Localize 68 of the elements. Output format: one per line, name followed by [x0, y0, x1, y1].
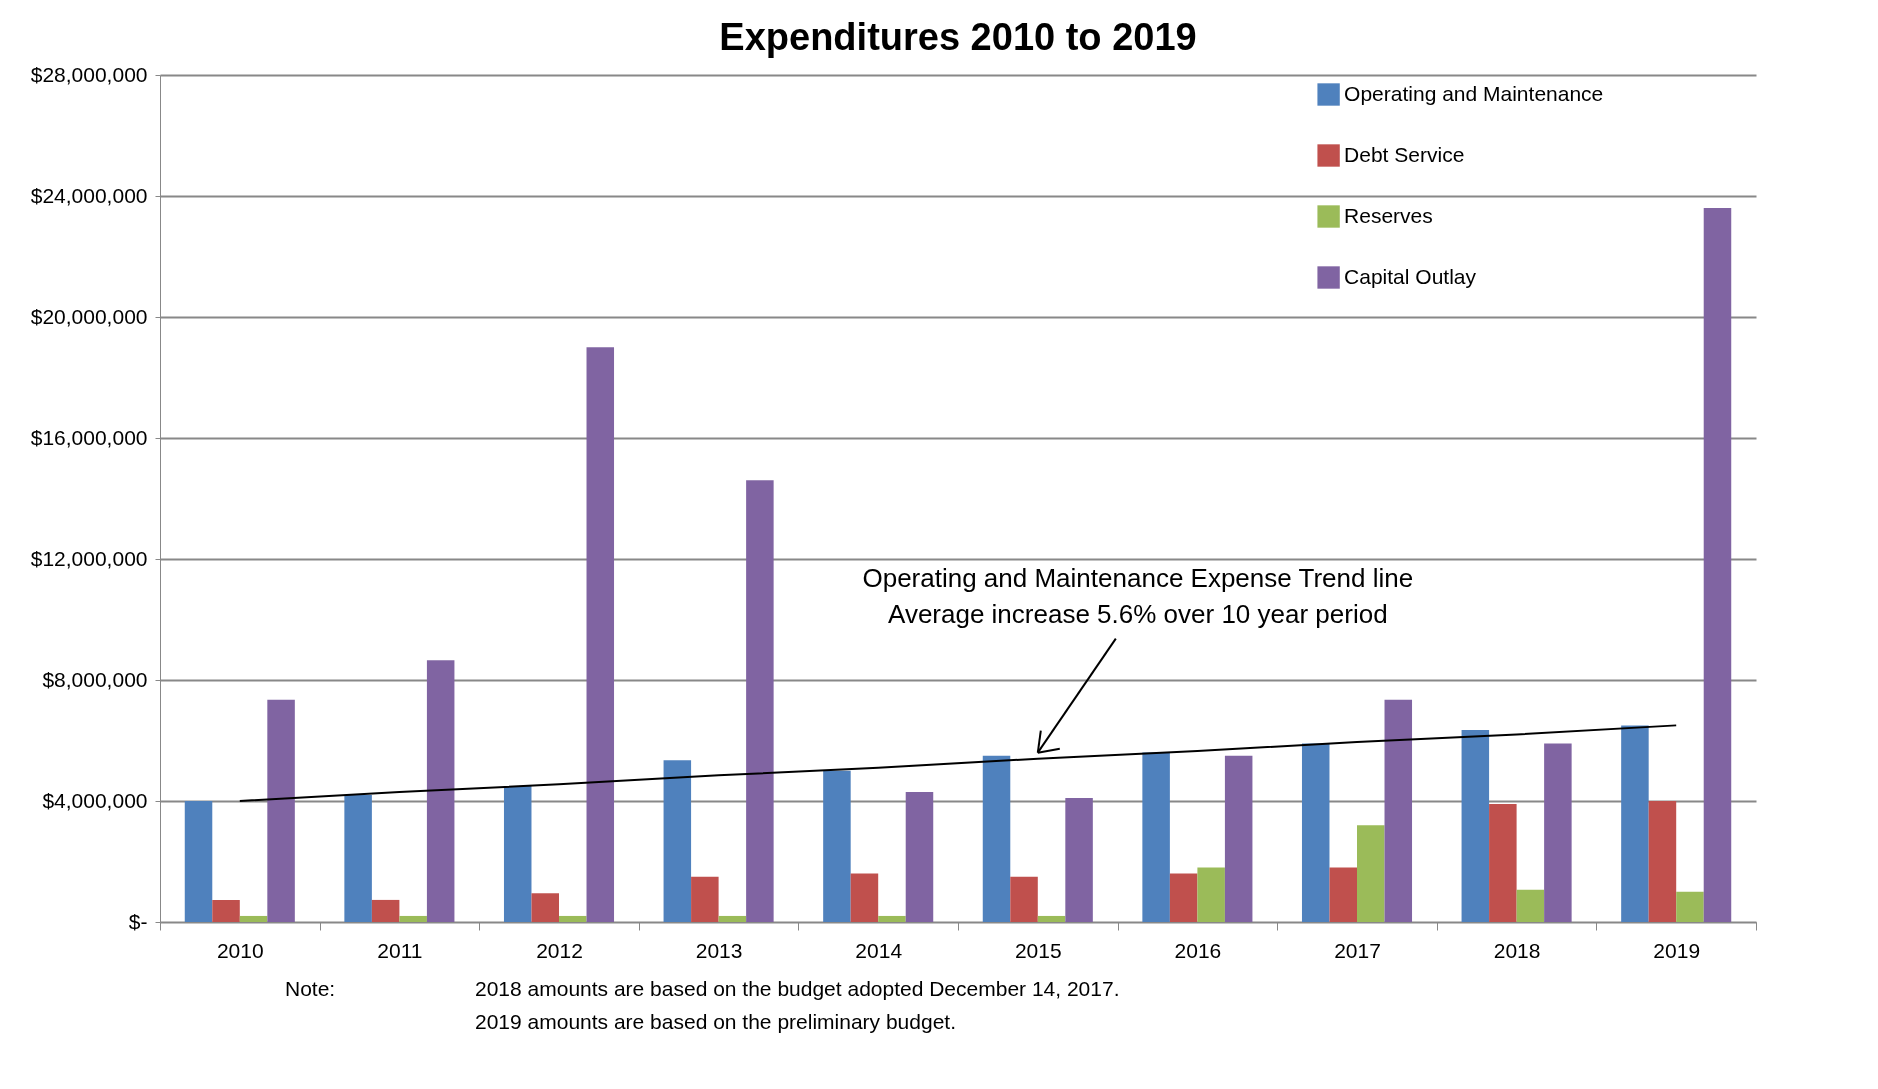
bar [1357, 825, 1385, 922]
bar [1621, 725, 1649, 922]
y-tick-label: $- [128, 909, 148, 933]
bar [982, 755, 1011, 922]
x-tick-label: 2015 [1014, 938, 1062, 962]
legend-label: Reserves [1344, 203, 1433, 227]
bar [1197, 867, 1225, 922]
bar [850, 873, 879, 922]
bar [531, 893, 559, 922]
y-tick-label: $8,000,000 [42, 667, 148, 691]
y-tick-label: $28,000,000 [30, 62, 148, 86]
text: 2019 amounts are based on the preliminary budget. [475, 1009, 957, 1035]
bar [1224, 755, 1253, 922]
bar [426, 660, 455, 922]
x-tick-label: 2013 [695, 938, 743, 962]
bar [1065, 797, 1093, 922]
bar [1037, 915, 1066, 922]
bar [586, 347, 615, 922]
bar [663, 760, 692, 922]
bar [718, 915, 747, 922]
bar [1384, 699, 1413, 922]
x-tick-label: 2010 [216, 938, 264, 962]
x-tick-label: 2017 [1334, 938, 1381, 962]
y-tick-label: $4,000,000 [42, 788, 148, 812]
x-tick-label: 2011 [377, 938, 423, 962]
bar [1676, 891, 1704, 922]
bar [823, 770, 851, 922]
bar [399, 915, 427, 922]
bar [1648, 801, 1677, 922]
bar [1544, 743, 1572, 922]
annotation: Operating and Maintenance Expense Trend line Average increase 5.6% over 10 year period [862, 562, 1414, 629]
bar [1703, 208, 1732, 922]
bar [1169, 873, 1198, 922]
bar [878, 915, 906, 922]
x-tick-label: 2019 [1653, 938, 1701, 962]
x-tick-label: 2012 [536, 938, 583, 962]
y-tick-label: $12,000,000 [30, 546, 148, 570]
text: Note: [285, 976, 337, 1002]
bar [691, 876, 719, 922]
bar [344, 794, 372, 922]
legend-label: Capital Outlay [1344, 264, 1477, 288]
bar [559, 915, 587, 922]
y-tick-label: $16,000,000 [30, 425, 148, 449]
x-tick-label: 2014 [855, 938, 903, 962]
legend-label: Debt Service [1344, 142, 1465, 166]
bar [184, 801, 213, 922]
text: 2018 amounts are based on the budget adopted December 14, 2017. [475, 976, 1120, 1002]
bar [267, 699, 295, 922]
y-tick-label: $20,000,000 [30, 304, 148, 328]
bar [1329, 867, 1357, 922]
bar [1461, 729, 1490, 922]
y-tick-label: $24,000,000 [30, 183, 148, 207]
x-tick-label: 2018 [1493, 938, 1541, 962]
bar [1010, 876, 1038, 922]
x-tick-label: 2016 [1174, 938, 1222, 962]
bar [239, 915, 268, 922]
bar [1301, 743, 1330, 922]
bar [1489, 804, 1517, 922]
bar [1142, 752, 1170, 922]
bar [212, 899, 240, 922]
bar [1516, 889, 1545, 922]
bar [371, 899, 400, 922]
bar [746, 480, 774, 922]
bar [503, 785, 532, 922]
line-series [238, 724, 1678, 802]
legend-label: Operating and Maintenance [1344, 81, 1604, 105]
chart-title: Expenditures 2010 to 2019 [719, 16, 1197, 58]
bar [905, 791, 934, 922]
